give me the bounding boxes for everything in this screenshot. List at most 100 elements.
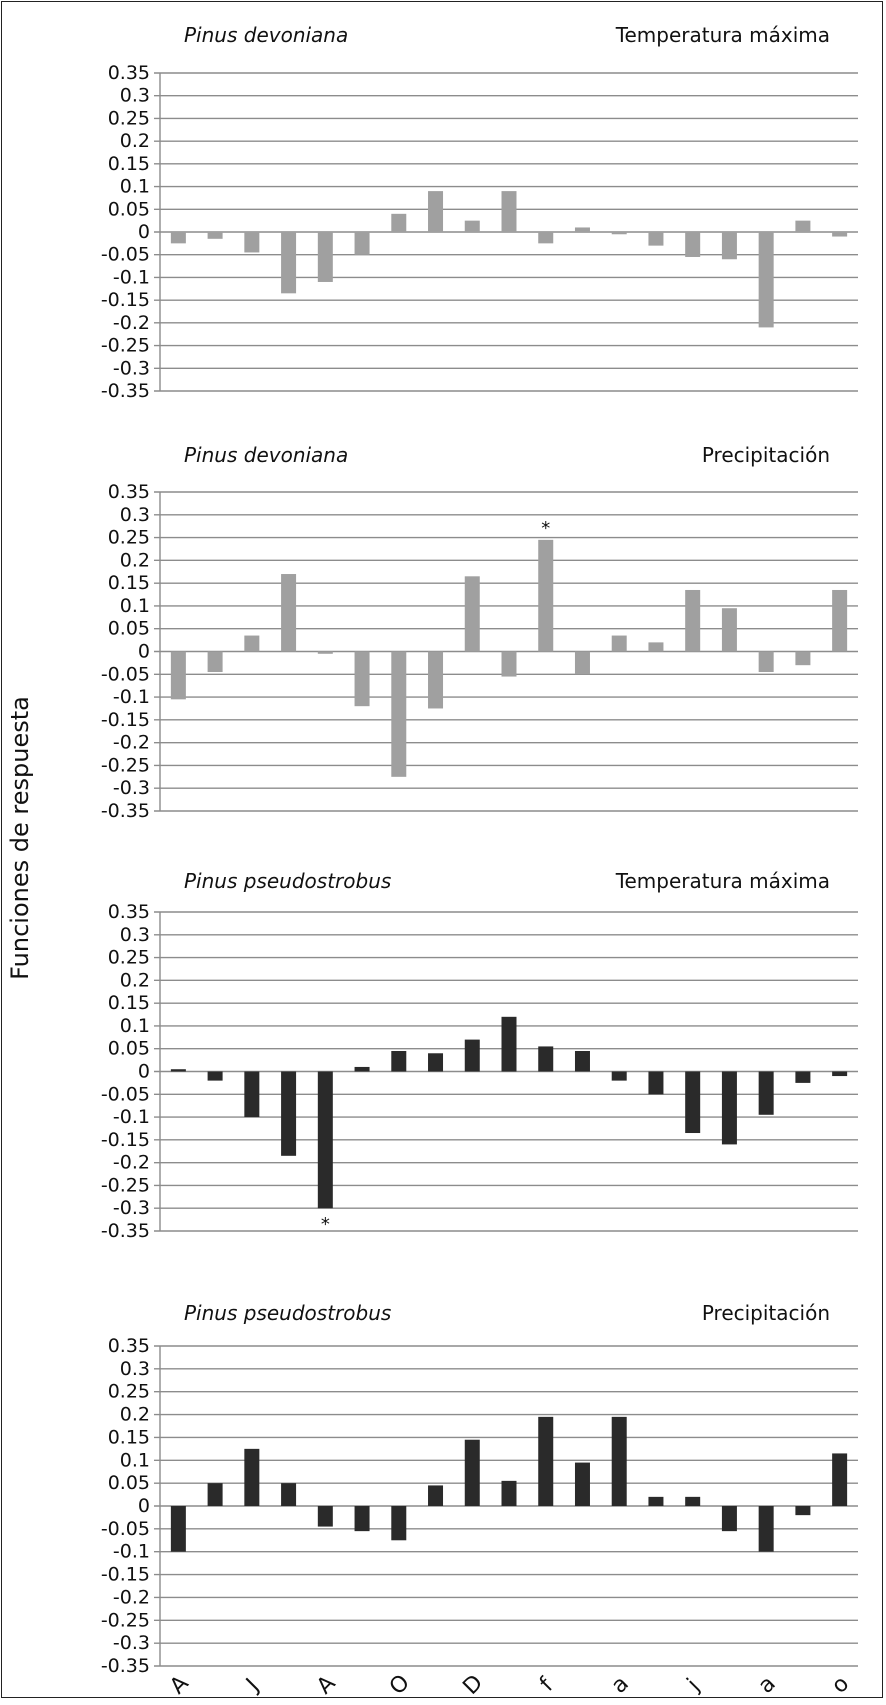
panel-4-y-tick-label: -0.05 bbox=[101, 1518, 150, 1540]
panel-2-bar-12 bbox=[574, 651, 590, 675]
panel-3-bar-15 bbox=[685, 1071, 701, 1134]
panel-4-bar-3 bbox=[244, 1448, 260, 1506]
panel-3-bar-18 bbox=[795, 1071, 811, 1083]
panel-1-y-tick-label: 0.3 bbox=[120, 85, 150, 107]
panel-1-variable-title: Temperatura máxima bbox=[615, 23, 830, 47]
panel-4-bar-14 bbox=[648, 1496, 664, 1506]
panel-4-bar-11 bbox=[538, 1416, 554, 1506]
panel-4-bar-1 bbox=[170, 1506, 186, 1552]
panel-1-bar-7 bbox=[391, 213, 407, 232]
panel-3-bar-6 bbox=[354, 1066, 370, 1072]
panel-4-y-tick-label: -0.35 bbox=[101, 1655, 150, 1677]
panel-3-bar-3 bbox=[244, 1071, 260, 1118]
panel-1-y-tick-label: -0.2 bbox=[113, 312, 150, 334]
panel-2-y-tick-label: 0.3 bbox=[120, 504, 150, 526]
panel-3-significance-marker: * bbox=[321, 1214, 330, 1235]
panel-2-y-tick-label: 0.35 bbox=[108, 481, 150, 503]
panel-4-bar-13 bbox=[611, 1416, 627, 1506]
panel-4-y-tick-label: 0.35 bbox=[108, 1335, 150, 1357]
panel-4-y-tick-label: 0.15 bbox=[108, 1426, 150, 1448]
panel-2-bar-9 bbox=[464, 576, 480, 652]
panel-4-bar-7 bbox=[391, 1506, 407, 1541]
panel-2-bar-5 bbox=[317, 651, 333, 654]
panel-1-bar-19 bbox=[832, 232, 848, 237]
panel-2-y-tick-label: 0 bbox=[138, 641, 150, 663]
panel-1-y-tick-label: -0.15 bbox=[101, 289, 150, 311]
panel-1-bar-18 bbox=[795, 220, 811, 232]
panel-4-bar-17 bbox=[758, 1506, 774, 1552]
panel-4-bar-2 bbox=[207, 1483, 223, 1506]
panel-3-bar-7 bbox=[391, 1050, 407, 1072]
panel-3-species-title: Pinus pseudostrobus bbox=[184, 869, 391, 893]
panel-4-y-tick-label: 0.05 bbox=[108, 1472, 150, 1494]
panel-2-bar-10 bbox=[501, 651, 517, 677]
panel-1-bar-1 bbox=[170, 232, 186, 244]
panel-1-bar-3 bbox=[244, 232, 260, 253]
panel-2-y-tick-label: 0.2 bbox=[120, 549, 150, 571]
panel-3-y-tick-label: -0.35 bbox=[101, 1220, 150, 1242]
panel-2-y-tick-label: -0.35 bbox=[101, 800, 150, 822]
panel-3-y-tick-label: -0.2 bbox=[113, 1152, 150, 1174]
panel-2-y-tick-label: -0.3 bbox=[113, 777, 150, 799]
panel-2-y-tick-label: -0.25 bbox=[101, 754, 150, 776]
panel-3-bar-12 bbox=[574, 1050, 590, 1072]
panel-3-bar-2 bbox=[207, 1071, 223, 1081]
panel-1-y-tick-label: 0.15 bbox=[108, 153, 150, 175]
panel-4-y-tick-label: -0.3 bbox=[113, 1632, 150, 1654]
panel-2-y-tick-label: 0.05 bbox=[108, 618, 150, 640]
panel-1-bar-6 bbox=[354, 232, 370, 255]
panel-2-bar-15 bbox=[685, 589, 701, 652]
panel-3-y-tick-label: -0.05 bbox=[101, 1083, 150, 1105]
panel-2-y-tick-label: -0.15 bbox=[101, 709, 150, 731]
panel-4-bar-9 bbox=[464, 1439, 480, 1506]
panel-4-bar-16 bbox=[721, 1506, 737, 1532]
panel-3-y-tick-label: -0.3 bbox=[113, 1197, 150, 1219]
panel-3-y-tick-label: -0.25 bbox=[101, 1174, 150, 1196]
panel-2-y-tick-label: -0.2 bbox=[113, 732, 150, 754]
panel-3-y-tick-label: 0.35 bbox=[108, 901, 150, 923]
panel-2-bar-2 bbox=[207, 651, 223, 673]
panel-1-y-tick-label: -0.1 bbox=[113, 266, 150, 288]
panel-3-y-tick-label: 0.05 bbox=[108, 1038, 150, 1060]
panel-1-bar-4 bbox=[281, 232, 297, 294]
panel-4-bar-15 bbox=[685, 1496, 701, 1506]
panel-3-bar-4 bbox=[281, 1071, 297, 1156]
panel-1-y-tick-label: 0.1 bbox=[120, 176, 150, 198]
panel-1-y-tick-label: 0.2 bbox=[120, 130, 150, 152]
panel-3-bar-17 bbox=[758, 1071, 774, 1115]
panel-3-y-tick-label: 0.25 bbox=[108, 947, 150, 969]
panel-3-y-tick-label: 0.2 bbox=[120, 969, 150, 991]
panel-3-y-tick-label: -0.15 bbox=[101, 1129, 150, 1151]
panel-2-bar-11 bbox=[538, 539, 554, 652]
panel-3-y-tick-label: 0.1 bbox=[120, 1015, 150, 1037]
panel-1-bar-5 bbox=[317, 232, 333, 282]
panel-3-y-tick-label: 0.3 bbox=[120, 924, 150, 946]
panel-3-bar-19 bbox=[832, 1071, 848, 1077]
panel-3-bar-1 bbox=[170, 1069, 186, 1072]
panel-2-bar-6 bbox=[354, 651, 370, 707]
panel-2-bar-17 bbox=[758, 651, 774, 673]
panel-3-bar-13 bbox=[611, 1071, 627, 1081]
panel-1-y-tick-label: -0.25 bbox=[101, 335, 150, 357]
panel-2-bar-1 bbox=[170, 651, 186, 700]
panel-2-y-tick-label: 0.1 bbox=[120, 595, 150, 617]
panel-2-bar-3 bbox=[244, 635, 260, 652]
panel-3-bar-16 bbox=[721, 1071, 737, 1145]
panel-4-bar-19 bbox=[832, 1453, 848, 1506]
panel-2-bar-19 bbox=[832, 589, 848, 652]
panel-3-bar-5 bbox=[317, 1071, 333, 1209]
panel-4-bar-8 bbox=[428, 1485, 444, 1506]
panel-3-bar-11 bbox=[538, 1046, 554, 1072]
panel-1-bar-16 bbox=[721, 232, 737, 260]
panel-4-y-tick-label: 0.2 bbox=[120, 1404, 150, 1426]
panel-4-bar-10 bbox=[501, 1480, 517, 1506]
panel-4-bar-12 bbox=[574, 1462, 590, 1506]
panel-2-y-tick-label: 0.15 bbox=[108, 572, 150, 594]
panel-2-bar-14 bbox=[648, 642, 664, 652]
panel-4-species-title: Pinus pseudostrobus bbox=[184, 1301, 391, 1325]
panel-3-bar-14 bbox=[648, 1071, 664, 1095]
panel-2-y-tick-label: -0.1 bbox=[113, 686, 150, 708]
panel-4-bar-4 bbox=[281, 1483, 297, 1506]
